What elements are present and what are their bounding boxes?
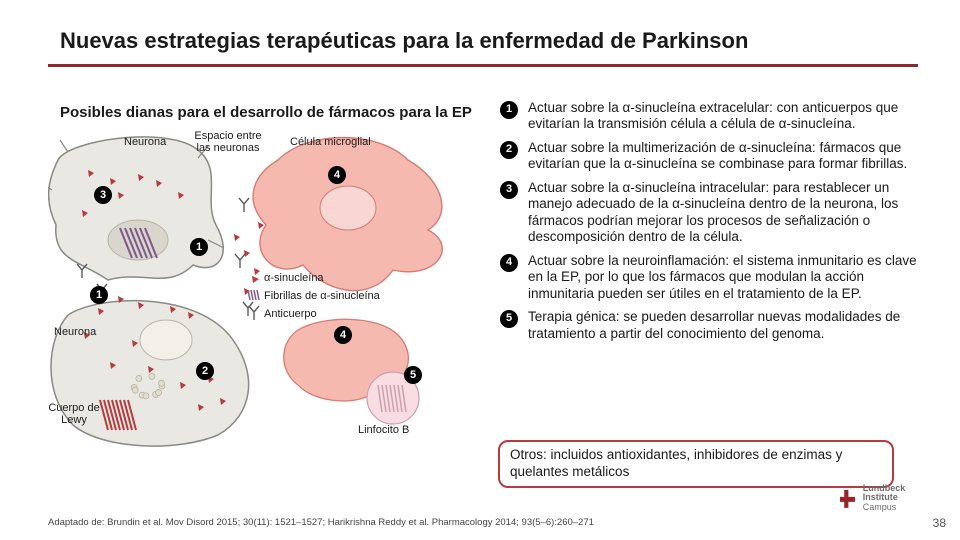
list-item-1: 1 Actuar sobre la α-sinucleína extracelul…	[500, 100, 930, 133]
others-head: Otros:	[510, 447, 547, 462]
list-head: Actuar sobre la α-sinucleína intracelula…	[528, 180, 769, 195]
legend-fibrils: Fibrillas de α-sinucleína	[264, 290, 380, 302]
label-space-between: Espacio entrelas neuronas	[188, 130, 268, 154]
list-item-3: 3 Actuar sobre la α-sinucleína intracelul…	[500, 180, 930, 246]
list-bullet: 3	[500, 181, 518, 199]
label-neuron-top: Neurona	[124, 136, 166, 148]
label-microglia: Célula microglial	[290, 136, 371, 148]
list-item-4: 4Actuar sobre la neuroinflamación: el si…	[500, 253, 930, 302]
list-item-2: 2 Actuar sobre la multimerización de α-si…	[500, 140, 930, 173]
brand-logo: Lundbeck InstituteCampus	[840, 484, 930, 512]
diagram-marker-3: 3	[94, 186, 112, 204]
diagram-marker-4: 4	[328, 166, 346, 184]
list-head: Actuar sobre la neuroinflamación:	[528, 253, 729, 268]
list-head: Terapia génica:	[528, 309, 620, 324]
diagram-marker-2: 2	[196, 362, 214, 380]
subtitle: Posibles dianas para el desarrollo de fá…	[60, 104, 472, 121]
label-lewy-body: Cuerpo deLewy	[44, 402, 104, 426]
title-divider	[48, 64, 918, 67]
others-body: incluidos antioxidantes, inhibidores de …	[510, 447, 842, 479]
list-bullet: 5	[500, 310, 518, 328]
slide-title: Nuevas estrategias terapéuticas para la …	[60, 28, 748, 54]
list-head: Actuar sobre la multimerización de α-sin…	[528, 140, 816, 155]
cell-diagram-svg	[48, 130, 478, 450]
list-item-5: 5Terapia génica: se pueden desarrollar n…	[500, 309, 930, 342]
label-neuron-bottom: Neurona	[54, 326, 96, 338]
list-head: Actuar sobre la α-sinucleína extracelula…	[528, 100, 773, 115]
diagram-area: Neurona Espacio entrelas neuronas Célula…	[48, 130, 478, 450]
list-bullet: 4	[500, 254, 518, 272]
logo-text: Lundbeck InstituteCampus	[863, 484, 930, 512]
label-lymphocyte: Linfocito B	[358, 424, 409, 436]
diagram-marker-4: 4	[334, 326, 352, 344]
legend-asyn: α-sinucleína	[264, 272, 324, 284]
therapy-list: 1 Actuar sobre la α-sinucleína extracelul…	[500, 100, 930, 349]
citation: Adaptado de: Brundin et al. Mov Disord 2…	[48, 517, 594, 528]
diagram-marker-1: 1	[190, 238, 208, 256]
logo-cross-icon	[840, 488, 857, 508]
legend-antibody: Anticuerpo	[264, 308, 317, 320]
page-number: 38	[933, 516, 946, 530]
others-callout: Otros: incluidos antioxidantes, inhibido…	[498, 440, 894, 488]
diagram-marker-5: 5	[404, 366, 422, 384]
list-bullet: 1	[500, 101, 518, 119]
list-bullet: 2	[500, 141, 518, 159]
diagram-marker-1: 1	[90, 286, 108, 304]
